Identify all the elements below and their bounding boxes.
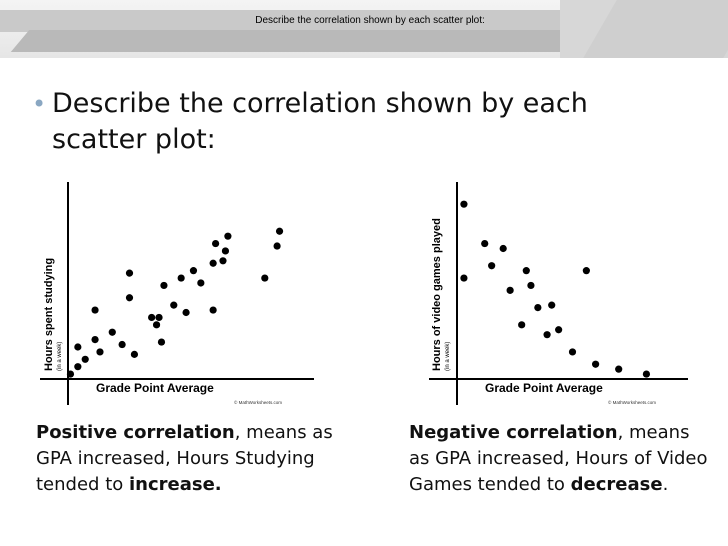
left-chart-credit: © MathWorksheets.com — [234, 399, 282, 405]
left-data-point-14 — [157, 338, 166, 346]
right-data-point-4 — [499, 244, 507, 253]
positive-correlation-caption: Positive correlation, means as GPA incre… — [36, 420, 356, 498]
left-data-point-18 — [177, 274, 185, 282]
right-data-point-7 — [522, 267, 530, 275]
right-data-point-9 — [534, 303, 542, 312]
bullet-text: Describe the correlation shown by each s… — [52, 88, 588, 155]
left-data-point-8 — [118, 340, 126, 349]
left-data-point-0 — [66, 370, 75, 378]
caption-comma-right: , — [617, 422, 624, 443]
left-x-axis-label: Grade Point Average — [96, 381, 214, 395]
caption-text-right: means as GPA increased, Hours of Video G… — [409, 422, 708, 495]
right-data-point-12 — [555, 326, 563, 334]
caption-bold-right: Negative correlation — [409, 422, 618, 443]
right-data-point-1 — [460, 274, 468, 282]
left-data-point-1 — [74, 363, 82, 371]
left-data-point-30 — [275, 227, 284, 235]
left-data-point-28 — [273, 242, 281, 250]
caption-end-right: . — [662, 474, 669, 495]
negative-correlation-caption: Negative correlation, means as GPA incre… — [409, 420, 709, 498]
left-data-point-22 — [209, 259, 217, 267]
left-data-point-4 — [91, 336, 99, 344]
left-data-point-2 — [74, 343, 82, 351]
left-data-point-25 — [219, 257, 227, 265]
caption-bold-left: Positive correlation — [36, 422, 235, 443]
right-data-point-16 — [615, 365, 623, 373]
right-data-point-8 — [527, 281, 535, 290]
right-y-axis-label: Hours of video games played — [431, 218, 443, 371]
left-data-point-26 — [221, 247, 230, 255]
left-data-point-17 — [170, 301, 178, 309]
right-data-point-15 — [592, 360, 600, 368]
left-data-point-15 — [155, 313, 163, 322]
left-data-point-29 — [261, 274, 269, 282]
right-chart-credit: © MathWorksheets.com — [608, 399, 656, 405]
left-data-point-6 — [96, 348, 104, 356]
right-x-axis-label: Grade Point Average — [485, 381, 603, 395]
slide-header-title: Describe the correlation shown by each s… — [255, 15, 485, 26]
left-data-point-5 — [91, 306, 99, 314]
right-data-point-11 — [548, 301, 556, 309]
header-band: Describe the correlation shown by each s… — [0, 0, 728, 58]
right-data-point-10 — [543, 331, 551, 339]
left-data-point-10 — [125, 294, 134, 302]
right-data-point-0 — [460, 200, 468, 208]
caption-bold-end-right: decrease — [570, 474, 663, 495]
left-data-point-11 — [125, 269, 134, 277]
right-data-point-6 — [518, 321, 526, 329]
left-data-point-21 — [197, 279, 205, 287]
caption-bold-end-left: increase. — [128, 474, 222, 495]
left-data-point-23 — [209, 306, 217, 314]
right-data-point-2 — [481, 239, 489, 248]
left-data-point-19 — [182, 308, 190, 317]
right-data-point-5 — [506, 286, 514, 294]
right-y-axis-note: (in a week) — [445, 342, 451, 371]
left-y-axis-note: (in a week) — [57, 342, 63, 371]
caption-comma-left: , — [234, 422, 241, 443]
left-data-point-12 — [148, 313, 156, 322]
right-data-point-17 — [642, 370, 651, 378]
left-data-point-20 — [189, 267, 198, 275]
left-data-point-16 — [160, 281, 168, 290]
right-data-point-13 — [568, 348, 577, 356]
left-data-point-27 — [224, 232, 232, 240]
right-data-point-14 — [582, 267, 590, 275]
left-data-point-3 — [81, 355, 89, 363]
left-data-point-7 — [108, 328, 116, 336]
left-data-point-24 — [212, 239, 220, 248]
left-y-axis-label: Hours spent studying — [43, 258, 55, 371]
left-data-point-13 — [152, 321, 161, 329]
right-data-point-3 — [488, 262, 496, 270]
left-data-point-9 — [130, 350, 139, 358]
bullet-dot-icon: • — [32, 90, 47, 118]
caption-text-left: means as GPA increased, Hours Studying t… — [36, 422, 333, 495]
